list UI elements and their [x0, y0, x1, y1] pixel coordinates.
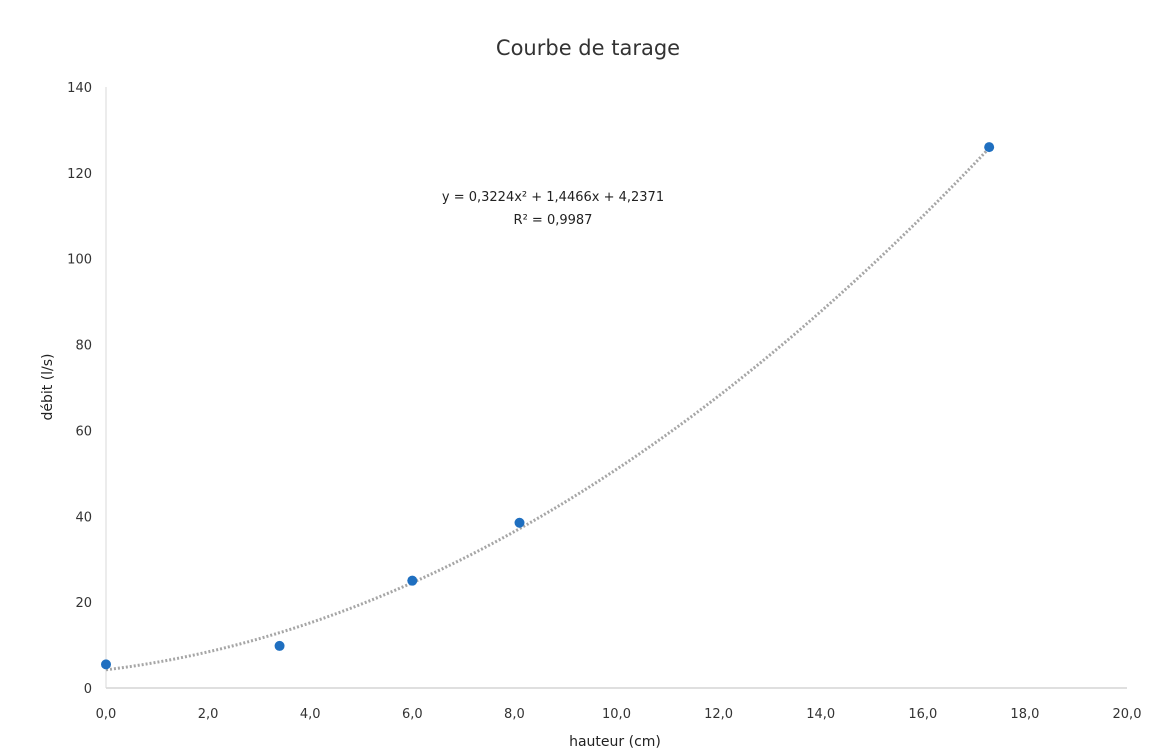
y-tick-label: 60: [75, 424, 92, 439]
x-tick-label: 18,0: [1010, 707, 1039, 722]
y-tick-label: 80: [75, 339, 92, 354]
data-point: [407, 575, 418, 586]
data-points: [101, 142, 995, 670]
y-tick-label: 100: [67, 253, 92, 268]
data-point: [274, 640, 285, 651]
x-tick-label: 16,0: [908, 707, 937, 722]
x-tick-label: 6,0: [402, 707, 423, 722]
y-axis-ticks: 0 20 40 60 80 100 120 140: [67, 81, 92, 697]
data-point: [101, 659, 111, 670]
trendline: [105, 147, 991, 672]
x-tick-label: 12,0: [704, 707, 733, 722]
trendline-equation: y = 0,3224x² + 1,4466x + 4,2371: [442, 190, 664, 205]
y-axis-title: débit (l/s): [40, 353, 56, 420]
x-tick-label: 20,0: [1113, 707, 1142, 722]
y-tick-label: 20: [75, 596, 92, 611]
x-tick-label: 4,0: [300, 707, 321, 722]
x-axis-ticks: 0,0 2,0 4,0 6,0 8,0 10,0 12,0 14,0 16,0 18,0 20,0: [96, 707, 1142, 722]
data-point: [984, 142, 995, 153]
r-squared-label: R² = 0,9987: [514, 213, 593, 228]
y-tick-label: 40: [75, 510, 92, 525]
y-tick-label: 0: [84, 682, 92, 697]
y-tick-label: 120: [67, 167, 92, 182]
x-axis-title: hauteur (cm): [569, 734, 661, 750]
x-tick-label: 8,0: [504, 707, 525, 722]
x-tick-label: 10,0: [602, 707, 631, 722]
x-tick-label: 2,0: [198, 707, 219, 722]
y-tick-label: 140: [67, 81, 92, 96]
chart-title: Courbe de tarage: [496, 36, 680, 60]
data-point: [514, 517, 525, 528]
x-tick-label: 14,0: [806, 707, 835, 722]
x-tick-label: 0,0: [96, 707, 117, 722]
